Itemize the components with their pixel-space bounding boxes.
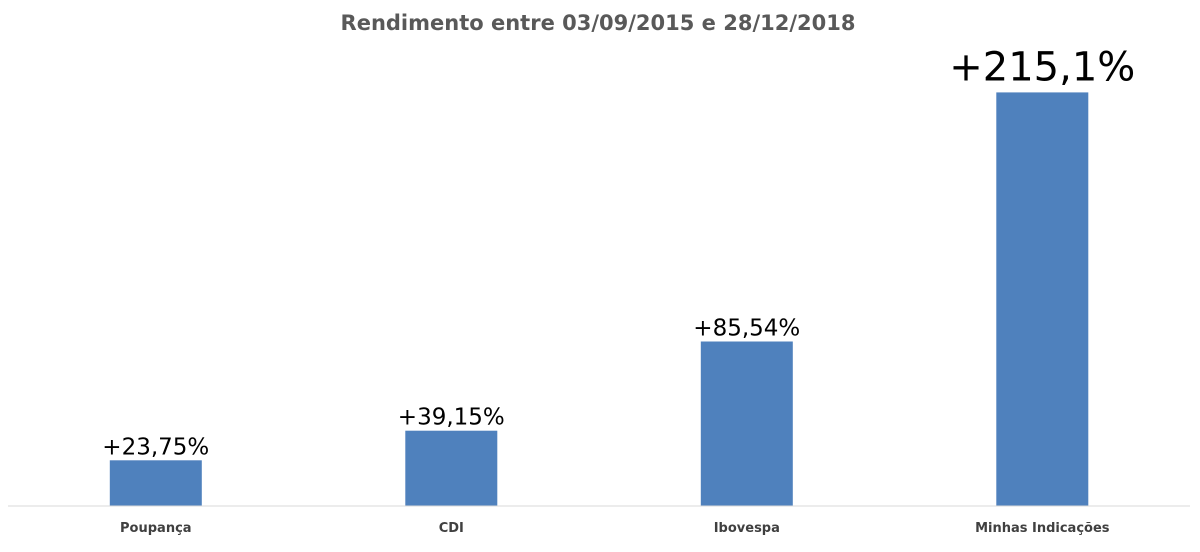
data-label-2: +85,54% xyxy=(693,316,800,342)
category-label-3: Minhas Indicações xyxy=(975,521,1110,536)
bar-2 xyxy=(700,341,793,506)
data-label-0: +23,75% xyxy=(102,434,209,460)
data-label-1: +39,15% xyxy=(398,405,505,431)
category-label-0: Poupança xyxy=(120,521,192,536)
data-label-3: +215,1% xyxy=(949,44,1135,90)
bars-group xyxy=(109,92,1089,507)
bar-0 xyxy=(109,460,202,506)
bar-3 xyxy=(996,92,1089,507)
category-labels-group: Poupança CDI Ibovespa Minhas Indicações xyxy=(120,521,1110,536)
category-label-1: CDI xyxy=(439,521,464,536)
data-labels-group: +23,75% +39,15% +85,54% +215,1% xyxy=(102,44,1135,460)
category-label-2: Ibovespa xyxy=(714,521,780,536)
bar-1 xyxy=(405,430,498,506)
chart-title: Rendimento entre 03/09/2015 e 28/12/2018 xyxy=(341,11,856,35)
